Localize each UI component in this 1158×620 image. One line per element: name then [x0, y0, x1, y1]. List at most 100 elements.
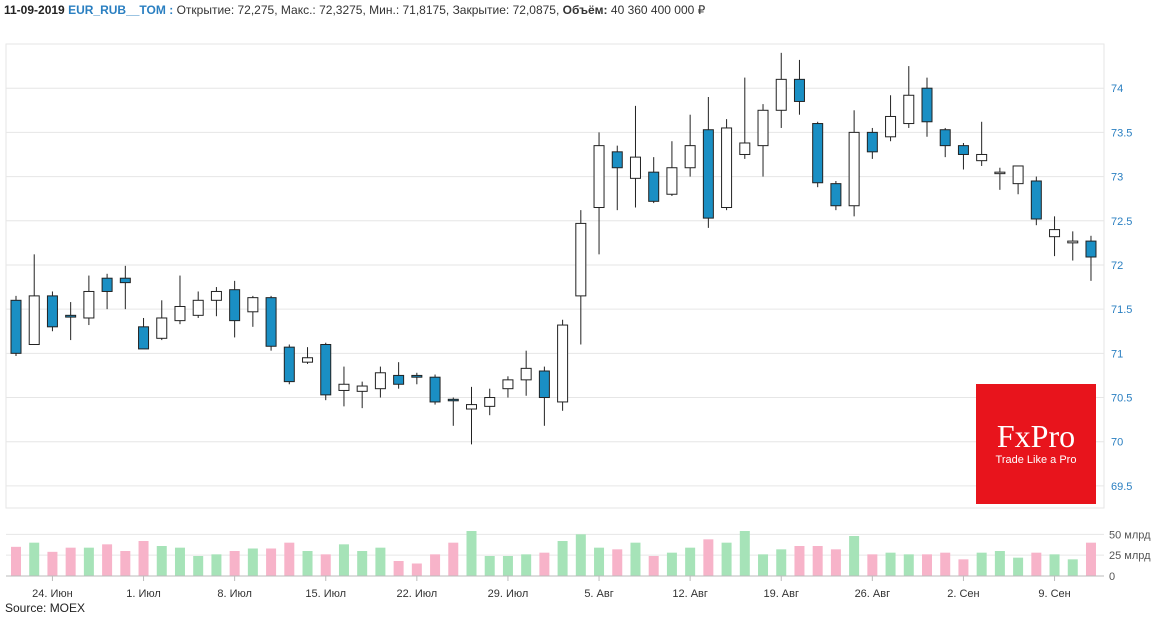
- candle-body: [46, 295, 58, 328]
- volume-bar: [794, 546, 805, 576]
- candle-body: [848, 131, 860, 207]
- price-plot-border: [5, 43, 1105, 509]
- price-tick-label: 70.5: [1111, 393, 1132, 405]
- volume-bar: [466, 531, 477, 576]
- volume-bar: [721, 542, 732, 576]
- volume-bar: [156, 546, 167, 576]
- volume-bar: [47, 551, 58, 576]
- volume-bar: [830, 549, 841, 576]
- price-axis: 69.5 70 70.5 71 71.5 72 72.5 73 73.5 74: [1111, 83, 1132, 493]
- candle-body: [338, 383, 350, 391]
- candle-body: [939, 129, 951, 147]
- volume-bar: [685, 547, 696, 576]
- volume-bar: [338, 544, 349, 576]
- candle-body: [611, 151, 623, 169]
- candle-body: [921, 87, 933, 123]
- date-tick-label: 1. Июл: [126, 588, 161, 600]
- price-tick-label: 73: [1111, 172, 1123, 184]
- candle-body: [28, 295, 40, 345]
- candle-body: [65, 314, 77, 318]
- volume-bar: [266, 548, 277, 576]
- volume-bar: [885, 552, 896, 576]
- volume-bar: [65, 547, 76, 576]
- candle-body: [1012, 165, 1024, 185]
- candle-body: [374, 372, 386, 390]
- open-label: Открытие:: [176, 3, 235, 17]
- volume-bars: [11, 531, 1096, 576]
- volume-bar: [193, 556, 204, 576]
- volume-bar: [867, 554, 878, 576]
- candle-body: [684, 145, 696, 169]
- close-value: 72,0875,: [512, 3, 560, 17]
- candle-body: [156, 317, 168, 339]
- volume-bar: [1013, 557, 1024, 576]
- date-tick-label: 22. Июл: [396, 588, 437, 600]
- candle-body: [812, 123, 824, 184]
- price-tick-label: 71: [1111, 348, 1123, 360]
- volume-bar: [739, 531, 750, 576]
- volume-bar: [1067, 559, 1078, 576]
- volume-tick-label: 50 млрд: [1109, 529, 1151, 541]
- volume-bar: [849, 536, 860, 576]
- volume-bar: [521, 554, 532, 576]
- ticker-link[interactable]: EUR_RUB__TOM :: [68, 3, 174, 17]
- volume-bar: [1049, 554, 1060, 576]
- volume-bar: [1085, 542, 1096, 576]
- volume-bar: [375, 547, 386, 576]
- volume-bar: [29, 542, 40, 576]
- volume-bar: [302, 551, 313, 576]
- source-note: Source: MOEX: [5, 601, 86, 615]
- volume-bar: [430, 554, 441, 576]
- volume-bar: [812, 546, 823, 576]
- volume-bar: [448, 542, 459, 576]
- price-tick-label: 73.5: [1111, 127, 1132, 139]
- date-tick-label: 15. Июл: [305, 588, 346, 600]
- volume-bar: [703, 539, 714, 576]
- candle-body: [994, 171, 1006, 175]
- candle-body: [1067, 240, 1079, 244]
- candle-body: [593, 145, 605, 209]
- date-tick-label: 5. Авг: [584, 588, 613, 600]
- volume-tick-label: 25 млрд: [1109, 550, 1151, 562]
- volume-bar: [994, 551, 1005, 576]
- candle-body: [466, 404, 477, 410]
- candle-body: [320, 343, 332, 396]
- volume-bar: [940, 552, 951, 576]
- candle-body: [903, 94, 915, 125]
- candle-body: [739, 142, 751, 155]
- candle-body: [648, 171, 660, 202]
- candle-body: [957, 145, 969, 155]
- candle-body: [192, 299, 204, 316]
- candle-body: [101, 277, 113, 292]
- price-tick-label: 72.5: [1111, 216, 1132, 228]
- volume-bar: [484, 556, 495, 576]
- volume-bar: [284, 542, 295, 576]
- low-value: 71,8175,: [402, 3, 450, 17]
- candle-body: [411, 374, 423, 378]
- volume-bar: [83, 547, 94, 576]
- volume-bar: [174, 547, 185, 576]
- volume-value: 40 360 400 000 ₽: [610, 3, 706, 17]
- date-tick-label: 19. Авг: [763, 588, 799, 600]
- candle-body: [1030, 180, 1042, 220]
- date-tick-label: 24. Июн: [32, 588, 73, 600]
- price-candles: [10, 52, 1097, 445]
- volume-bar: [502, 556, 513, 576]
- candle-body: [629, 156, 641, 179]
- candle-body: [447, 398, 459, 402]
- candle-body: [666, 167, 678, 195]
- price-tick-label: 72: [1111, 260, 1123, 272]
- volume-bar: [903, 554, 914, 576]
- date-tick-label: 12. Авг: [672, 588, 708, 600]
- candle-body: [247, 297, 259, 313]
- logo-tagline: Trade Like a Pro: [995, 454, 1077, 466]
- volume-bar: [138, 541, 149, 576]
- candle-body: [721, 127, 733, 209]
- close-label: Закрытие:: [452, 3, 510, 17]
- volume-bar: [411, 563, 422, 576]
- candle-body: [538, 370, 550, 399]
- low-label: Мин.:: [369, 3, 400, 17]
- candle-body: [210, 290, 222, 301]
- candle-body: [1085, 240, 1097, 258]
